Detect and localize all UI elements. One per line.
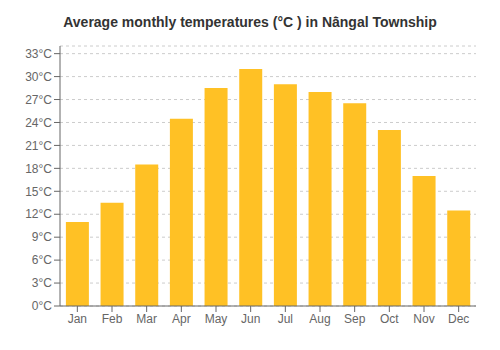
svg-text:9°C: 9°C	[32, 230, 52, 244]
svg-text:15°C: 15°C	[25, 185, 52, 199]
svg-text:30°C: 30°C	[25, 70, 52, 84]
html-text:Average monthly temperatures (: Average monthly temperatures (°C ) in Nā…	[63, 14, 437, 30]
svg-text:33°C: 33°C	[25, 47, 52, 61]
svg-text:Nov: Nov	[413, 312, 434, 326]
svg-text:12°C: 12°C	[25, 207, 52, 221]
svg-text:Jan: Jan	[68, 312, 87, 326]
svg-text:3°C: 3°C	[32, 276, 52, 290]
svg-text:Dec: Dec	[448, 312, 469, 326]
svg-text:Feb: Feb	[102, 312, 123, 326]
svg-text:6°C: 6°C	[32, 253, 52, 267]
svg-text:Apr: Apr	[172, 312, 191, 326]
svg-text:Aug: Aug	[309, 312, 330, 326]
svg-text:Mar: Mar	[136, 312, 157, 326]
svg-text:21°C: 21°C	[25, 139, 52, 153]
svg-text:0°C: 0°C	[32, 299, 52, 313]
svg-text:27°C: 27°C	[25, 93, 52, 107]
svg-text:Jun: Jun	[241, 312, 260, 326]
svg-text:Oct: Oct	[380, 312, 399, 326]
svg-text:May: May	[205, 312, 228, 326]
svg-text:18°C: 18°C	[25, 162, 52, 176]
svg-text:24°C: 24°C	[25, 116, 52, 130]
svg-text:Sep: Sep	[344, 312, 366, 326]
svg-text:Jul: Jul	[278, 312, 293, 326]
